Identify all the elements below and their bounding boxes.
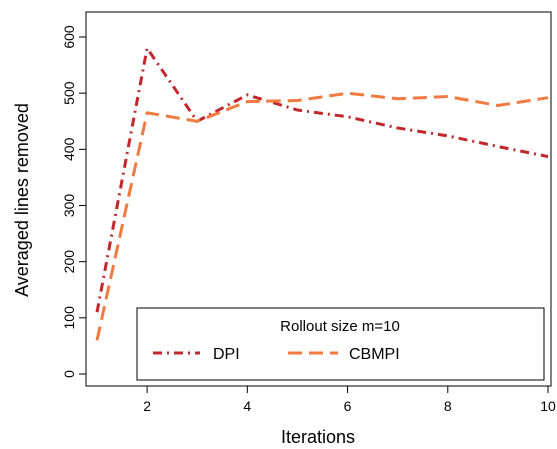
y-axis-title: Averaged lines removed [12, 103, 32, 297]
legend-label-cbmpi: CBMPI [349, 346, 400, 363]
y-tick-label: 100 [61, 306, 77, 330]
x-axis: 2 4 6 8 10 [143, 385, 556, 414]
y-tick-label: 600 [61, 25, 77, 49]
x-tick-label: 8 [444, 398, 452, 414]
x-tick-label: 2 [143, 398, 151, 414]
series-layer [95, 46, 549, 341]
series-line-cbmpi [95, 91, 549, 341]
y-tick-label: 400 [61, 137, 77, 161]
y-tick-label: 200 [61, 250, 77, 274]
legend-title: Rollout size m=10 [280, 318, 400, 335]
legend-box [136, 307, 545, 381]
y-tick-label: 300 [61, 194, 77, 218]
y-axis: 0 100 200 300 400 500 600 [61, 25, 87, 378]
series-line-dpi [95, 46, 549, 313]
x-axis-title: Iterations [281, 427, 355, 447]
y-tick-label: 0 [61, 370, 77, 378]
legend-label-dpi: DPI [213, 346, 240, 363]
x-tick-label: 6 [344, 398, 352, 414]
legend: Rollout size m=10 DPI CBMPI [136, 307, 545, 381]
x-tick-label: 4 [243, 398, 251, 414]
x-tick-label: 10 [540, 398, 556, 414]
y-tick-label: 500 [61, 81, 77, 105]
